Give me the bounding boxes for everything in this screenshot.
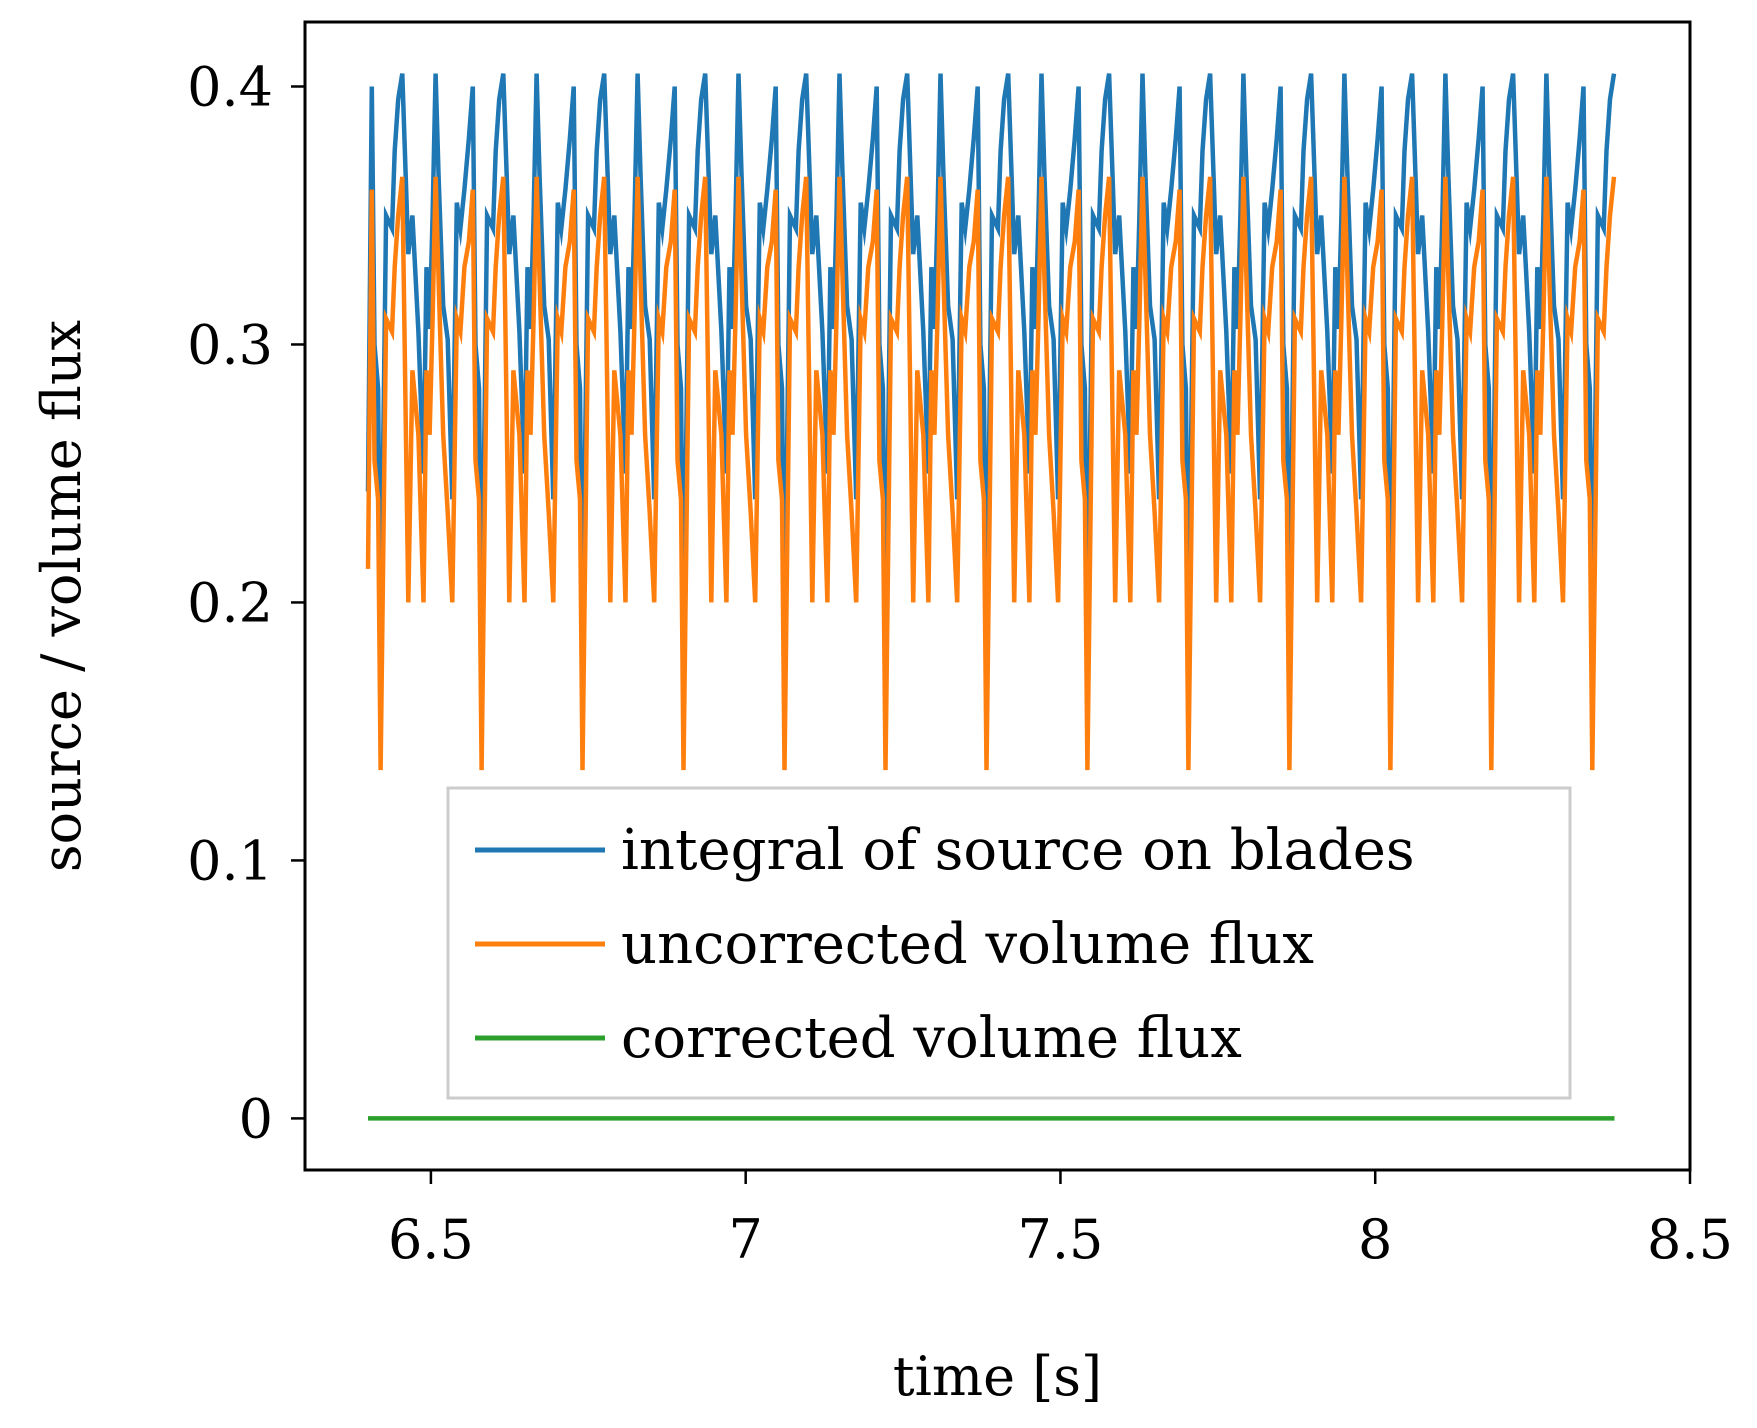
y-tick-label: 0.2 [187, 571, 273, 634]
series-layer [365, 73, 1617, 1121]
legend-label-1: uncorrected volume flux [621, 912, 1314, 977]
legend-label-2: corrected volume flux [621, 1006, 1242, 1071]
series-line-1 [365, 176, 1617, 771]
x-tick-label: 8 [1358, 1208, 1392, 1271]
y-tick-label: 0.3 [187, 313, 273, 376]
y-tick-label: 0.4 [187, 55, 273, 118]
x-tick-label: 7.5 [1018, 1208, 1104, 1271]
x-tick-label: 7 [729, 1208, 763, 1271]
y-axis-title: source / volume flux [30, 320, 93, 872]
legend: integral of source on blades uncorrected … [446, 786, 1572, 1100]
y-tick-label: 0 [239, 1087, 273, 1150]
x-axis-title: time [s] [893, 1345, 1102, 1408]
plot-area-frame [303, 20, 1692, 1172]
x-tick-label: 6.5 [388, 1208, 474, 1271]
x-tick-label: 8.5 [1647, 1208, 1733, 1271]
axis-ticks: 6.5 7 7.5 8 8.5 0 0.1 0.2 0.3 0.4 [187, 55, 1733, 1271]
y-tick-label: 0.1 [187, 829, 273, 892]
legend-label-0: integral of source on blades [621, 818, 1415, 883]
legend-box [446, 786, 1572, 1100]
